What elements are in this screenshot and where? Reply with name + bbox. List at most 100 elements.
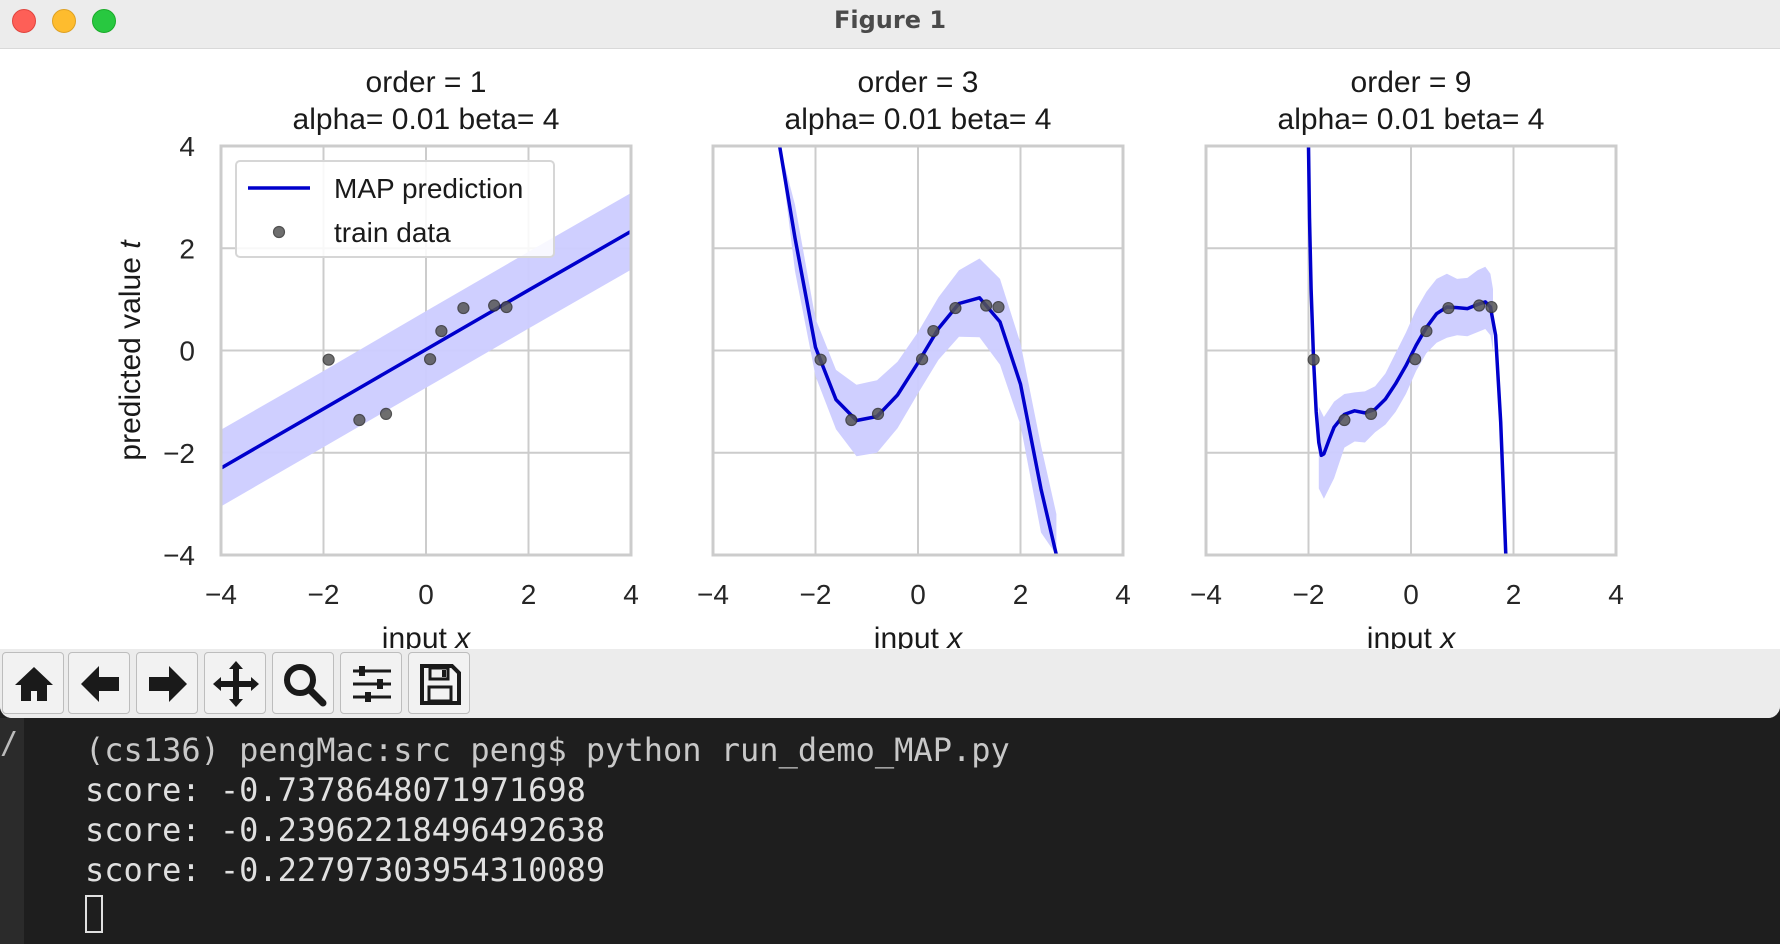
- train-data-point: [457, 301, 470, 315]
- close-window-button[interactable]: [12, 9, 36, 33]
- figure-svg: −4 −2 0 2 4 4 2 0 −2 −4 order = 1 alpha= 0.01 beta=…: [114, 66, 1624, 649]
- x-tick-label: −2: [308, 579, 340, 610]
- x-axis-label: input x: [1367, 622, 1456, 649]
- x-tick-label: 0: [910, 579, 926, 610]
- train-data-point: [871, 407, 885, 420]
- home-icon: [15, 667, 53, 701]
- terminal-prompt-line: (cs136) pengMac:src peng$ python run_dem…: [85, 731, 1010, 769]
- subplot-title: order = 1: [366, 66, 487, 99]
- train-data-point: [927, 324, 940, 338]
- legend-label: train data: [334, 217, 451, 248]
- x-tick-label: 2: [1013, 579, 1029, 610]
- x-tick-label: −4: [205, 579, 237, 610]
- y-tick-label: 2: [179, 233, 195, 264]
- configure-subplots-button[interactable]: [340, 652, 402, 714]
- train-data-point: [488, 299, 501, 312]
- zoom-button[interactable]: [272, 652, 334, 714]
- train-data-point: [424, 353, 437, 366]
- y-tick-label: −2: [163, 438, 195, 469]
- title-bar: Figure 1: [0, 0, 1780, 49]
- train-data-point: [500, 300, 513, 314]
- window-title: Figure 1: [833, 6, 947, 34]
- train-data-point: [1307, 353, 1320, 366]
- x-axis-label-var: x: [1438, 622, 1456, 649]
- y-tick-label: −4: [163, 540, 195, 571]
- train-data-point: [1473, 299, 1486, 312]
- subplot-3: −4 −2 0 2 4 order = 9 alpha= 0.01 beta= 4 input…: [1190, 66, 1624, 649]
- uncertainty-band: [1318, 266, 1493, 499]
- train-data-point: [1420, 324, 1433, 338]
- subplot-title: order = 9: [1351, 66, 1472, 99]
- x-axis-label-text: input: [1367, 622, 1440, 649]
- train-data-point: [992, 300, 1005, 314]
- subplot-subtitle: alpha= 0.01 beta= 4: [1278, 103, 1545, 136]
- train-data-point: [1442, 301, 1455, 315]
- train-data-point: [915, 353, 929, 366]
- x-tick-label: −2: [800, 579, 832, 610]
- legend-point-swatch: [272, 225, 286, 239]
- save-icon: [420, 664, 461, 705]
- terminal-cursor: [85, 895, 103, 933]
- train-data-point: [1364, 407, 1378, 420]
- forward-button[interactable]: [136, 652, 198, 714]
- train-data-point: [949, 301, 962, 315]
- train-data-point: [1408, 353, 1422, 366]
- x-axis-label-var: x: [453, 622, 471, 649]
- pan-button[interactable]: [204, 652, 266, 714]
- x-tick-label: −4: [697, 579, 729, 610]
- gutter-glyph: /: [0, 726, 19, 761]
- axes-frame: [1204, 144, 1618, 557]
- train-data-point: [322, 353, 335, 366]
- legend-box: [235, 160, 555, 258]
- plot-area: [1306, 146, 1508, 555]
- terminal-output-line: score: -0.22797303954310089: [85, 851, 606, 889]
- figure-window: Figure 1 −4 −2 0 2 4 4 2 0 −2 −4 order = 1 alpha= 0…: [0, 0, 1780, 718]
- x-tick-label: 4: [1608, 579, 1624, 610]
- train-data-point: [1338, 413, 1351, 427]
- y-tick-label: 4: [179, 131, 195, 162]
- forward-arrow-icon: [149, 666, 187, 702]
- save-button[interactable]: [408, 652, 470, 714]
- terminal-pane[interactable]: / (cs136) pengMac:src peng$ python run_d…: [0, 718, 1780, 944]
- subplot-subtitle: alpha= 0.01 beta= 4: [293, 103, 560, 136]
- x-tick-label: 2: [521, 579, 537, 610]
- terminal-output-line: score: -0.7378648071971698: [85, 771, 586, 809]
- pan-icon: [213, 661, 259, 707]
- zoom-icon: [284, 664, 327, 707]
- subplot-1: −4 −2 0 2 4 4 2 0 −2 −4 order = 1 alpha= 0.01 beta=…: [114, 66, 639, 649]
- back-button[interactable]: [68, 652, 130, 714]
- configure-subplots-icon: [353, 666, 391, 702]
- train-data-point: [1485, 300, 1498, 314]
- train-data-point: [980, 299, 993, 312]
- back-arrow-icon: [81, 666, 119, 702]
- x-tick-label: 2: [1506, 579, 1522, 610]
- y-axis-label-var: t: [114, 239, 147, 249]
- home-button[interactable]: [2, 652, 64, 714]
- y-axis-label: predicted value t: [114, 239, 147, 461]
- x-axis-label-var: x: [945, 622, 963, 649]
- plot-area: [777, 146, 1059, 555]
- train-data-point: [353, 413, 366, 427]
- x-tick-label: 0: [418, 579, 434, 610]
- x-axis-label-text: input: [382, 622, 455, 649]
- y-tick-label: 0: [179, 336, 195, 367]
- axes-frame: [711, 144, 1125, 557]
- legend-label: MAP prediction: [334, 173, 523, 204]
- map-prediction-line: [1306, 146, 1508, 555]
- figure-canvas[interactable]: −4 −2 0 2 4 4 2 0 −2 −4 order = 1 alpha= 0.01 beta=…: [0, 49, 1780, 649]
- train-data-point: [814, 353, 827, 366]
- y-axis-label-text: predicted value: [114, 249, 147, 461]
- axes-frame: [219, 144, 633, 557]
- x-tick-label: −2: [1293, 579, 1325, 610]
- x-tick-label: −4: [1190, 579, 1222, 610]
- x-tick-label: 4: [1115, 579, 1131, 610]
- zoom-window-button[interactable]: [92, 9, 116, 33]
- subplot-subtitle: alpha= 0.01 beta= 4: [785, 103, 1052, 136]
- minimize-window-button[interactable]: [52, 9, 76, 33]
- x-axis-label: input x: [382, 622, 471, 649]
- train-data-point: [379, 407, 393, 420]
- legend: MAP prediction train data: [235, 160, 555, 258]
- map-prediction-line: [221, 229, 631, 470]
- plot-area: [221, 193, 631, 507]
- train-data-point: [845, 413, 858, 427]
